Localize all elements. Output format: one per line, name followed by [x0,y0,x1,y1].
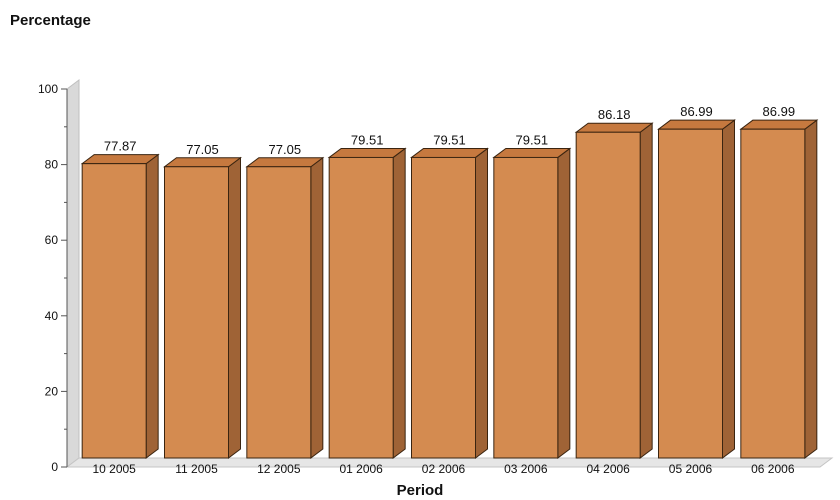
bar [575,131,641,459]
bar-top [245,157,325,168]
x-tick-label: 03 2006 [504,462,548,476]
x-tick-label: 12 2005 [257,462,301,476]
bar-top [80,154,160,165]
bar [658,128,723,459]
bar-value-label: 86.99 [763,104,796,119]
bar-value-label: 79.51 [433,132,466,147]
bar-value-label: 86.18 [598,107,631,122]
bar [740,128,806,459]
y-axis-wall [66,79,80,468]
bar [246,166,312,459]
x-tick-label: 01 2006 [339,462,383,476]
bar-top [574,122,654,133]
bar-top [739,119,819,130]
bar [493,156,559,459]
y-tick-label: 0 [51,460,58,474]
bar-side [392,147,406,459]
bar-side [145,153,159,459]
bar-top [410,147,489,158]
bar-top [163,157,242,168]
x-axis-floor [65,457,834,468]
bar-value-label: 77.05 [269,142,302,157]
x-tick-label: 05 2006 [669,462,713,476]
bar [164,166,229,459]
bar-side [557,147,571,459]
y-tick-label: 40 [45,309,59,323]
bar-top [327,147,407,158]
bar-value-label: 79.51 [516,132,549,147]
bar-top [492,147,572,158]
bar [411,156,476,459]
x-tick-label: 11 2005 [175,462,218,476]
bar-side [475,147,488,459]
x-tick-label: 06 2006 [751,462,795,476]
bar-side [722,119,735,459]
x-axis-title: Period [396,482,444,499]
bar-side [310,156,324,459]
bar-side [228,156,241,459]
bar-value-label: 77.05 [186,142,219,157]
bar-side [804,119,818,459]
bar [328,156,394,459]
y-tick-label: 20 [45,384,59,398]
bar-side [639,122,653,459]
y-axis-title: Percentage [10,12,91,29]
y-tick-label: 100 [38,82,58,96]
x-tick-label: 04 2006 [586,462,630,476]
bar-value-label: 79.51 [351,132,384,147]
bar-value-label: 77.87 [104,139,137,154]
x-tick-label: 10 2005 [92,462,136,476]
bar-value-label: 86.99 [680,104,713,119]
bar [81,163,147,459]
bar-top [656,119,737,130]
y-tick-label: 80 [45,158,59,172]
x-tick-label: 02 2006 [422,462,466,476]
y-tick-label: 60 [45,233,59,247]
